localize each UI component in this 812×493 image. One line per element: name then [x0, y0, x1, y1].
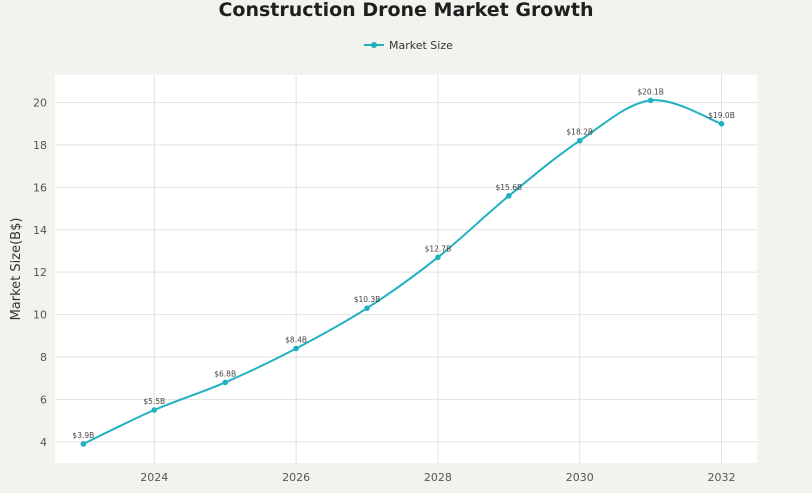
x-tick-label: 2028 [424, 471, 452, 484]
data-label: $10.3B [354, 295, 381, 304]
chart-title: Construction Drone Market Growth [218, 0, 593, 21]
data-point [222, 379, 228, 386]
data-point [293, 345, 299, 352]
data-point [80, 441, 87, 447]
y-tick-label: 18 [33, 139, 47, 152]
x-tick-label: 2024 [140, 471, 168, 484]
y-tick-label: 8 [40, 351, 47, 364]
y-axis-label: Market Size(B$) [9, 218, 24, 321]
legend: Market Size [364, 39, 453, 52]
legend-label: Market Size [389, 39, 453, 52]
plot-area [55, 75, 757, 463]
y-tick-label: 14 [33, 224, 47, 237]
x-tick-label: 2030 [566, 471, 594, 484]
data-label: $19.0B [708, 111, 735, 120]
data-point [435, 254, 441, 261]
data-point [647, 97, 654, 104]
y-tick-label: 12 [33, 266, 47, 279]
y-tick-label: 4 [40, 436, 47, 449]
data-points [80, 97, 725, 447]
x-tick-label: 2026 [282, 471, 310, 484]
data-label: $18.2B [566, 128, 593, 137]
y-tick-label: 10 [33, 309, 47, 322]
data-label: $6.8B [214, 369, 236, 378]
y-tick-label: 16 [33, 181, 47, 194]
legend-dot-marker [371, 42, 377, 48]
y-tick-label: 20 [33, 97, 47, 110]
series-line-market-size [82, 99, 722, 445]
data-labels: $3.9B $5.5B $6.8B $8.4B $10.3B $12.7B $15.6B $1… [72, 87, 734, 439]
data-point [506, 193, 512, 199]
data-point [576, 137, 583, 144]
data-point [364, 305, 370, 312]
x-axis-ticks: 2024 2026 2028 2030 2032 [140, 471, 735, 484]
data-label: $20.1B [637, 87, 664, 96]
y-tick-label: 6 [40, 393, 47, 406]
data-label: $5.5B [143, 397, 165, 406]
data-label: $12.7B [425, 244, 452, 253]
data-point [718, 120, 725, 127]
data-label: $3.9B [72, 431, 94, 440]
data-label: $15.6B [496, 183, 523, 192]
data-label: $8.4B [285, 336, 307, 345]
y-axis-ticks: 4 6 8 10 12 14 16 18 20 [33, 97, 47, 449]
data-point [151, 407, 158, 413]
x-tick-label: 2032 [708, 471, 736, 484]
